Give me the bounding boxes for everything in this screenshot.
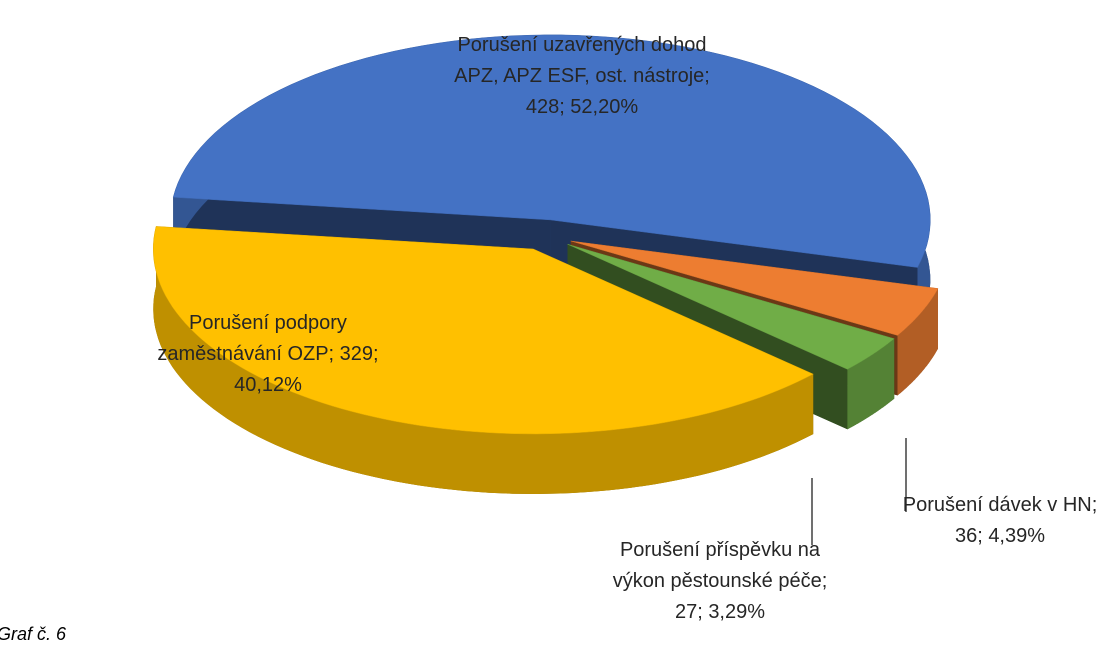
slice xyxy=(570,240,939,336)
data-label: Porušení podpory zaměstnávání OZP; 329; … xyxy=(157,312,379,396)
slice-rim xyxy=(847,338,895,430)
slice xyxy=(153,226,814,435)
pie xyxy=(153,34,939,494)
data-label: Porušení příspěvku na výkon pěstounské p… xyxy=(612,539,828,623)
slice xyxy=(567,243,895,370)
data-label: Porušení uzavřených dohod APZ, APZ ESF, … xyxy=(454,34,710,118)
slice-rim xyxy=(153,226,814,494)
slice xyxy=(172,34,931,268)
slice-rim xyxy=(897,288,938,396)
caption: Graf č. 6 xyxy=(0,624,67,644)
data-label: Porušení dávek v HN; 36; 4,39% xyxy=(902,494,1098,547)
